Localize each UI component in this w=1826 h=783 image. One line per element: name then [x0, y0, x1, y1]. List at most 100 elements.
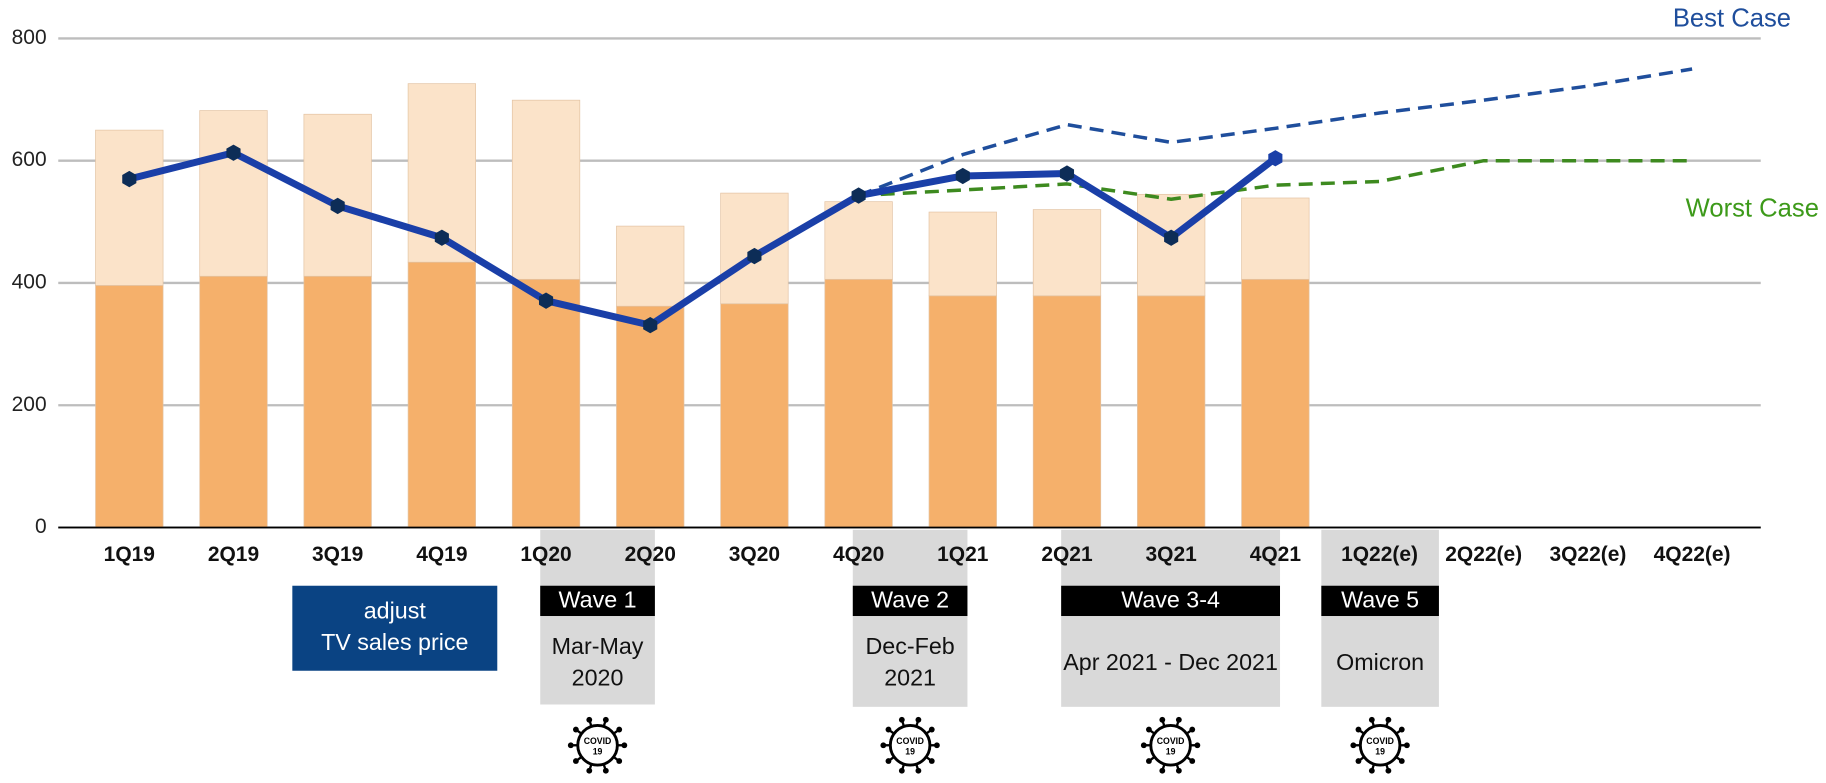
x-tick-label: 3Q22(e) [1549, 543, 1626, 566]
y-tick-label: 0 [35, 515, 47, 538]
bar-segment [1032, 295, 1102, 528]
bar-segment [1241, 278, 1310, 528]
icon-body [576, 724, 619, 767]
icon-spike-tip [1385, 767, 1392, 774]
x-tick-label: 2Q20 [625, 543, 676, 566]
wave-detail: Apr 2021 - Dec 2021 [1063, 649, 1278, 675]
wave-detail: 2020 [572, 665, 624, 691]
bar-segment [1032, 209, 1102, 297]
icon-spike-tip [1146, 726, 1152, 733]
icon-spike-tip [885, 726, 892, 733]
icon-spike-tip [1189, 726, 1196, 733]
note-text: TV sales price [321, 629, 468, 655]
line-marker [330, 197, 345, 215]
icon-text: COVID [1366, 736, 1394, 746]
bar-segment [824, 278, 893, 528]
icon-spike-tip [1350, 742, 1357, 749]
x-tick-label: 1Q19 [104, 543, 155, 566]
icon-spike-tip [1159, 716, 1166, 723]
bar-segment [1137, 295, 1206, 528]
line-marker [226, 144, 241, 161]
y-tick-label: 200 [12, 393, 47, 416]
icon-spike-tip [1398, 758, 1405, 764]
x-tick-label: 4Q22(e) [1654, 543, 1731, 566]
icon-spike-tip [1175, 716, 1182, 723]
wave-detail: Mar-May [552, 633, 644, 659]
bar-segment [95, 285, 164, 528]
icon-spike-tip [928, 758, 935, 764]
bar-segment [928, 211, 997, 297]
wave-background [1061, 529, 1281, 707]
line-marker [1268, 150, 1283, 167]
line-marker [955, 167, 970, 185]
bar-segment [511, 99, 581, 280]
icon-spike-tip [880, 742, 887, 749]
scenario-label: Best Case [1673, 5, 1791, 33]
wave-label: Wave 3-4 [1121, 587, 1220, 613]
bar-segment [616, 225, 685, 307]
icon-spike-tip [1398, 726, 1405, 733]
icon-spike-tip [1368, 767, 1375, 774]
note-text: adjust [364, 598, 427, 624]
bar-segment [1241, 197, 1310, 280]
x-tick-label: 2Q21 [1041, 543, 1093, 566]
bar-segment [199, 275, 268, 528]
scenario-label: Worst Case [1686, 194, 1819, 222]
note-box [292, 585, 498, 671]
icon-spike-tip [1159, 767, 1166, 774]
icon-spike-tip [1403, 742, 1410, 749]
y-tick-label: 400 [12, 271, 47, 294]
x-tick-label: 3Q20 [729, 543, 780, 566]
actual-line [128, 149, 1278, 329]
wave-label-box [1321, 585, 1439, 617]
bar-segment [95, 129, 164, 286]
bar-segment [407, 261, 476, 528]
icon-text: 19 [1166, 747, 1176, 757]
icon-spike-tip [928, 726, 935, 733]
icon-spike-tip [1355, 726, 1362, 733]
x-tick-label: 1Q21 [937, 543, 989, 566]
wave-label: Wave 1 [559, 587, 637, 613]
bar-segment [928, 295, 997, 528]
wave-background [1321, 529, 1439, 707]
x-tick-label: 3Q21 [1146, 543, 1198, 566]
scenario-line [858, 158, 1693, 201]
icon-spike-tip [1140, 742, 1147, 749]
icon-spike-tip [885, 758, 892, 764]
icon-spike-tip [1194, 742, 1201, 749]
icon-spike-tip [602, 716, 609, 723]
line-marker [1164, 229, 1179, 246]
icon-spike-tip [898, 767, 905, 774]
icon-spike-tip [898, 716, 905, 723]
wave-label-box [1061, 585, 1281, 617]
icon-spike-tip [602, 767, 609, 774]
scenario-line [857, 67, 1693, 198]
icon-spike-tip [933, 742, 940, 749]
x-tick-label: 4Q20 [833, 543, 884, 566]
icon-body [888, 724, 932, 767]
icon-spike-tip [586, 767, 593, 774]
icon-spike-tip [1355, 758, 1362, 764]
line-marker [747, 247, 762, 265]
icon-spike-tip [586, 716, 593, 723]
bar-segment [303, 275, 372, 528]
line-marker [643, 317, 658, 334]
icon-spike-tip [567, 742, 574, 749]
icon-spike-tip [572, 758, 579, 764]
line-marker [122, 170, 137, 188]
wave-label-box [852, 585, 968, 617]
icon-spike-tip [616, 758, 623, 764]
x-tick-label: 4Q21 [1250, 543, 1302, 566]
x-tick-label: 4Q19 [416, 543, 467, 566]
bar-segment [199, 110, 268, 277]
icon-text: 19 [1375, 747, 1385, 757]
wave-detail: 2021 [884, 665, 936, 691]
wave-label-box [540, 585, 655, 617]
x-tick-label: 1Q22(e) [1341, 543, 1418, 566]
x-tick-label: 1Q20 [520, 543, 571, 566]
